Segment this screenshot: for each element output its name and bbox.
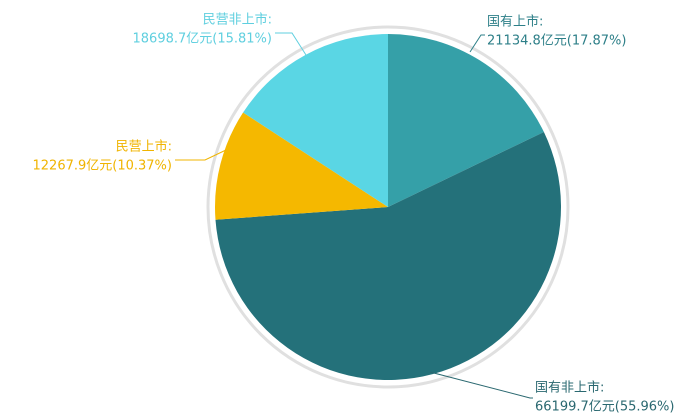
pie-slice — [214, 112, 388, 220]
slice-value-label: 12267.9亿元(10.37%) — [33, 159, 172, 174]
leader-line — [175, 149, 227, 161]
slice-value-label: 21134.8亿元(17.87%) — [487, 34, 626, 49]
pie-slice — [388, 34, 544, 207]
pie-ring — [206, 25, 570, 389]
slice-value-label: 66199.7亿元(55.96%) — [535, 400, 674, 415]
pie-slice — [243, 34, 388, 207]
slice-label: 国有非上市: — [535, 380, 604, 396]
leader-line — [429, 371, 533, 399]
leader-line — [469, 34, 485, 53]
pie-slice — [215, 132, 562, 380]
slice-label: 国有上市: — [487, 14, 543, 30]
slice-value-label: 18698.7亿元(15.81%) — [133, 32, 272, 47]
leader-line — [275, 32, 307, 56]
slice-label: 民营上市: — [116, 139, 172, 155]
slice-label: 民营非上市: — [203, 12, 272, 28]
